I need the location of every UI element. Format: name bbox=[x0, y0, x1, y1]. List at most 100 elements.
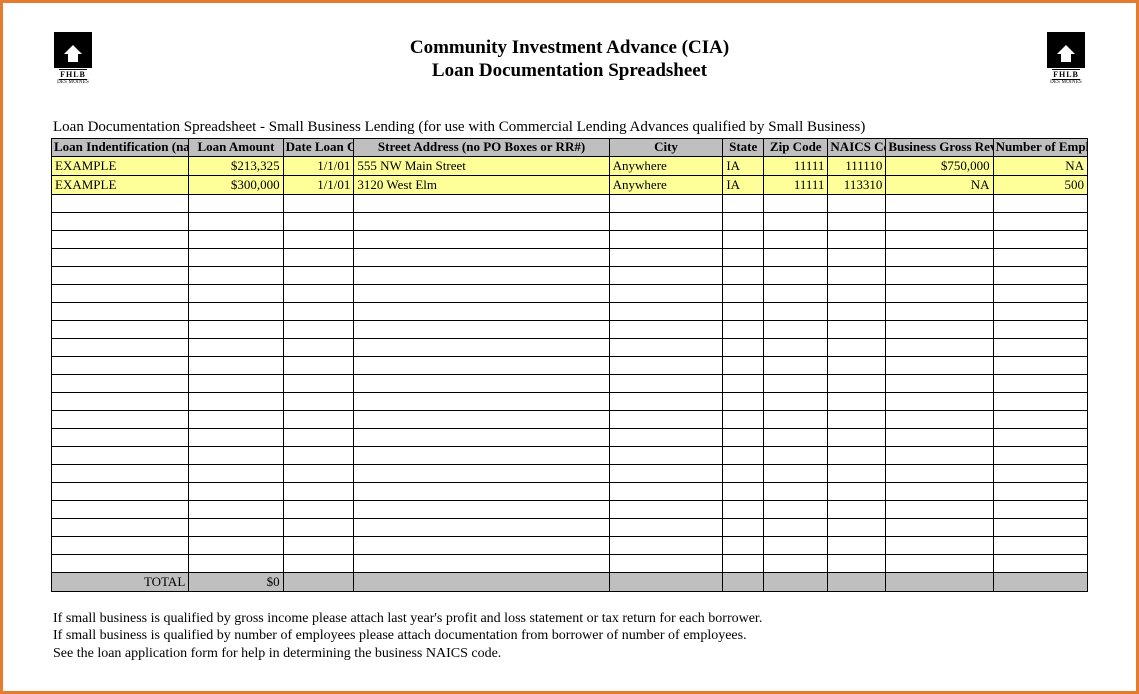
table-row bbox=[52, 428, 1088, 446]
table-cell bbox=[609, 446, 723, 464]
table-cell bbox=[52, 446, 189, 464]
table-cell bbox=[52, 464, 189, 482]
table-cell bbox=[764, 410, 828, 428]
table-cell bbox=[283, 518, 354, 536]
table-cell bbox=[764, 554, 828, 572]
table-cell bbox=[764, 482, 828, 500]
table-cell bbox=[828, 338, 886, 356]
table-row bbox=[52, 500, 1088, 518]
table-cell bbox=[609, 284, 723, 302]
table-row bbox=[52, 392, 1088, 410]
title-line-2: Loan Documentation Spreadsheet bbox=[95, 60, 1044, 83]
table-cell bbox=[993, 248, 1087, 266]
table-cell bbox=[764, 320, 828, 338]
table-cell: IA bbox=[723, 175, 764, 194]
table-cell bbox=[189, 212, 283, 230]
table-cell bbox=[609, 266, 723, 284]
table-cell bbox=[723, 338, 764, 356]
table-cell bbox=[993, 572, 1087, 591]
table-cell bbox=[189, 302, 283, 320]
table-row bbox=[52, 194, 1088, 212]
table-cell: NA bbox=[993, 156, 1087, 175]
table-cell bbox=[52, 536, 189, 554]
table-cell bbox=[886, 554, 993, 572]
house-icon bbox=[1047, 32, 1085, 68]
column-header: City bbox=[609, 139, 723, 157]
table-row bbox=[52, 374, 1088, 392]
table-cell bbox=[993, 194, 1087, 212]
table-cell bbox=[283, 284, 354, 302]
table-cell bbox=[189, 518, 283, 536]
table-row bbox=[52, 554, 1088, 572]
table-cell bbox=[886, 536, 993, 554]
table-cell bbox=[189, 410, 283, 428]
table-cell bbox=[354, 230, 609, 248]
table-cell bbox=[828, 284, 886, 302]
table-cell bbox=[993, 266, 1087, 284]
column-header: Date Loan Closed bbox=[283, 139, 354, 157]
table-cell bbox=[886, 248, 993, 266]
table-row bbox=[52, 266, 1088, 284]
table-cell bbox=[764, 194, 828, 212]
table-cell bbox=[354, 248, 609, 266]
table-cell bbox=[609, 572, 723, 591]
table-cell bbox=[354, 374, 609, 392]
table-cell bbox=[354, 302, 609, 320]
table-cell bbox=[993, 536, 1087, 554]
table-cell bbox=[764, 500, 828, 518]
table-cell bbox=[886, 410, 993, 428]
table-cell bbox=[993, 500, 1087, 518]
table-cell bbox=[354, 284, 609, 302]
table-cell bbox=[52, 338, 189, 356]
table-cell bbox=[283, 572, 354, 591]
table-cell bbox=[354, 194, 609, 212]
table-cell bbox=[993, 338, 1087, 356]
table-cell bbox=[354, 536, 609, 554]
table-cell bbox=[283, 356, 354, 374]
table-cell bbox=[993, 518, 1087, 536]
table-cell bbox=[828, 374, 886, 392]
table-cell bbox=[609, 518, 723, 536]
table-cell bbox=[723, 392, 764, 410]
table-cell bbox=[52, 284, 189, 302]
table-cell: 3120 West Elm bbox=[354, 175, 609, 194]
table-cell bbox=[723, 266, 764, 284]
table-cell bbox=[828, 392, 886, 410]
table-cell bbox=[52, 392, 189, 410]
table-cell bbox=[764, 302, 828, 320]
table-cell bbox=[993, 446, 1087, 464]
table-cell bbox=[52, 266, 189, 284]
table-cell bbox=[52, 194, 189, 212]
table-cell: 11111 bbox=[764, 156, 828, 175]
table-cell bbox=[828, 194, 886, 212]
document-frame: FHLB DES MOINES Community Investment Adv… bbox=[0, 0, 1139, 694]
table-cell bbox=[354, 554, 609, 572]
table-row: EXAMPLE$213,3251/1/01555 NW Main StreetA… bbox=[52, 156, 1088, 175]
column-header: Street Address (no PO Boxes or RR#) bbox=[354, 139, 609, 157]
table-cell bbox=[886, 302, 993, 320]
table-cell bbox=[283, 212, 354, 230]
table-cell bbox=[723, 320, 764, 338]
table-cell: 111110 bbox=[828, 156, 886, 175]
table-cell bbox=[723, 356, 764, 374]
table-cell bbox=[723, 446, 764, 464]
table-cell bbox=[723, 194, 764, 212]
table-cell bbox=[993, 464, 1087, 482]
logo-right: FHLB DES MOINES bbox=[1044, 31, 1088, 85]
table-cell bbox=[354, 356, 609, 374]
loan-table: Loan Indentification (name or loan #)Loa… bbox=[51, 138, 1088, 592]
table-cell: $0 bbox=[189, 572, 283, 591]
table-cell bbox=[52, 482, 189, 500]
table-row: TOTAL$0 bbox=[52, 572, 1088, 591]
table-cell bbox=[723, 500, 764, 518]
table-cell bbox=[886, 194, 993, 212]
subheader: Loan Documentation Spreadsheet - Small B… bbox=[53, 119, 1088, 136]
logo-brand: FHLB bbox=[59, 69, 87, 80]
table-cell bbox=[354, 500, 609, 518]
table-cell bbox=[886, 320, 993, 338]
table-cell bbox=[886, 518, 993, 536]
table-cell bbox=[609, 500, 723, 518]
table-cell bbox=[993, 284, 1087, 302]
table-cell bbox=[886, 392, 993, 410]
table-cell bbox=[828, 320, 886, 338]
